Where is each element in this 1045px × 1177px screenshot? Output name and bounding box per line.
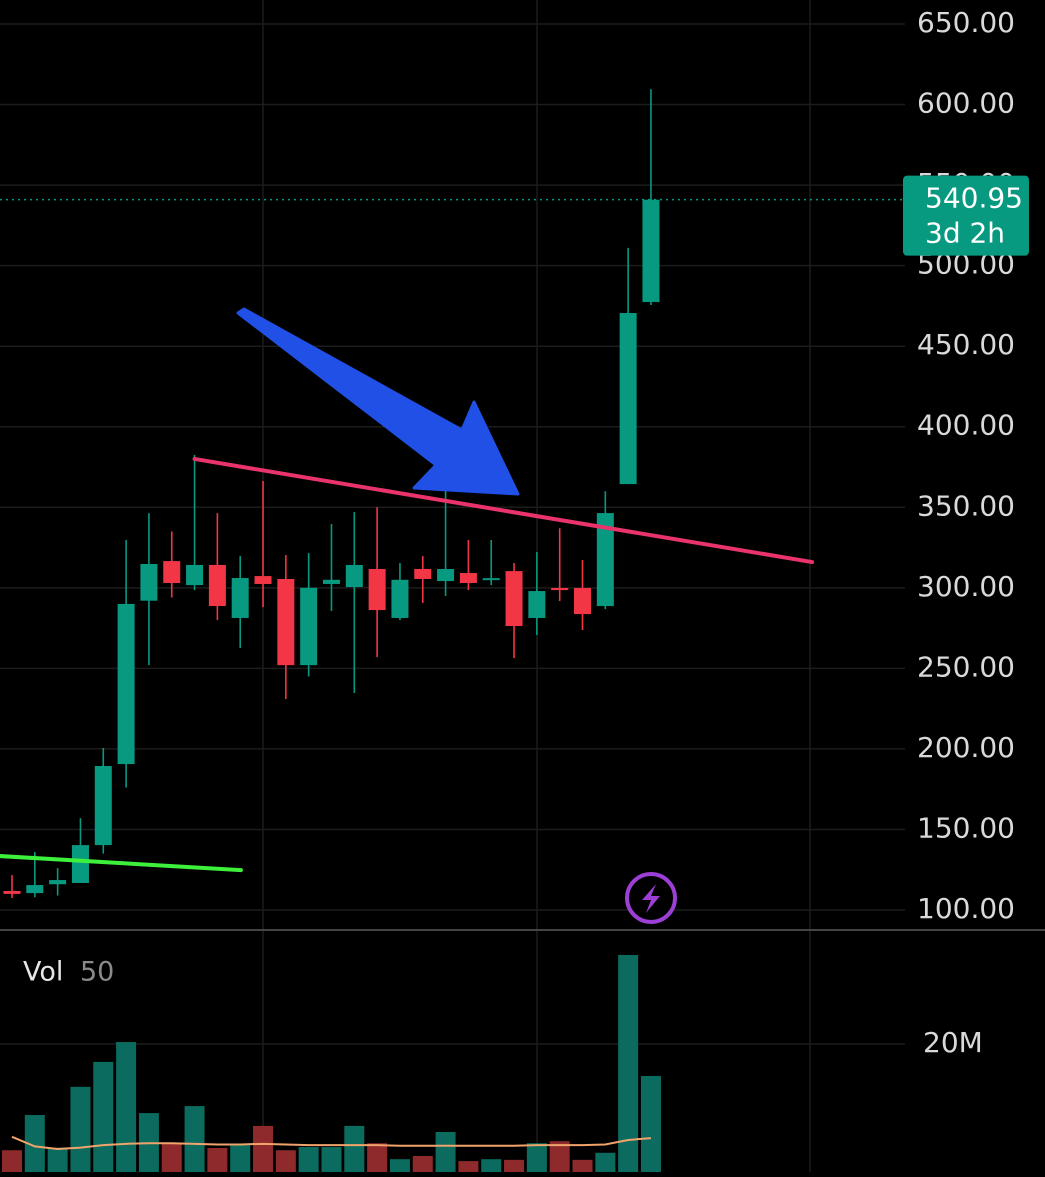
volume-bar (321, 1147, 342, 1172)
candle-body (596, 513, 614, 607)
last-price-label: 540.95 (925, 182, 1023, 215)
candle-body (208, 564, 226, 607)
plot: 100.00 150.00 200.00 250.00 300.00 350.00 400.… (0, 6, 1029, 1172)
candle-body (71, 845, 89, 883)
candle-body (528, 591, 546, 618)
trendline (0, 854, 243, 873)
volume-bar (93, 1061, 114, 1172)
candle-body (49, 880, 67, 885)
y-tick-label: 100.00 (917, 892, 1015, 925)
candle-body (300, 587, 318, 666)
candle-body (254, 576, 272, 584)
candle-body (551, 587, 569, 591)
volume-bar (504, 1159, 525, 1172)
y-tick-label: 600.00 (917, 87, 1015, 120)
volume-bar (458, 1161, 479, 1172)
volume-bar (275, 1150, 296, 1172)
candle-body (345, 564, 363, 588)
volume-ma-line (11, 1135, 652, 1150)
volume-bar (298, 1147, 319, 1172)
volume-bar (572, 1159, 593, 1172)
volume-bar (184, 1106, 205, 1172)
volume-bar (161, 1143, 182, 1172)
volume-label: Vol (23, 957, 63, 988)
volume-bar (412, 1155, 433, 1172)
volume-bar (47, 1147, 68, 1172)
volume-bar (481, 1159, 502, 1172)
last-price-badge (903, 175, 1029, 256)
volume-tick-label: 20M (923, 1026, 983, 1059)
y-tick-label: 350.00 (917, 489, 1015, 522)
volume-bar (389, 1159, 410, 1172)
annotation-arrow (236, 307, 520, 496)
candle-body (94, 766, 112, 846)
candle-body (368, 568, 386, 611)
volume-bar (526, 1143, 547, 1172)
volume-bar (640, 1075, 661, 1172)
candle-body (391, 579, 409, 618)
icon-bolt (642, 884, 660, 913)
volume-bar (24, 1115, 45, 1172)
volume-bar (549, 1141, 570, 1172)
volume-length: 50 (80, 957, 114, 988)
volume-bar (230, 1145, 251, 1172)
y-tick-label: 250.00 (917, 650, 1015, 683)
candle-body (26, 885, 44, 894)
volume-bar (70, 1086, 91, 1172)
candle-body (3, 891, 21, 894)
candle-body (322, 579, 340, 584)
volume-bar (116, 1042, 137, 1172)
volume-bar (2, 1150, 22, 1172)
candle-body (619, 313, 637, 485)
volume-bar (253, 1125, 274, 1172)
volume-bar (344, 1125, 365, 1172)
y-tick-label: 400.00 (917, 409, 1015, 442)
candle-body (459, 573, 477, 584)
candle-body (642, 199, 660, 303)
volume-bar (618, 954, 639, 1172)
y-tick-label: 200.00 (917, 731, 1015, 764)
candle-body (140, 563, 158, 601)
lightning-icon[interactable] (625, 872, 677, 924)
y-tick-label: 450.00 (917, 328, 1015, 361)
y-tick-label: 300.00 (917, 570, 1015, 603)
candle-body (277, 578, 295, 666)
trendline (192, 456, 815, 565)
volume-bar (595, 1152, 616, 1172)
candle-body (574, 587, 591, 615)
volume-bar (207, 1147, 228, 1172)
candle-body (163, 561, 181, 584)
volume-bar (367, 1143, 388, 1172)
y-tick-label: 150.00 (917, 811, 1015, 844)
y-tick-label: 650.00 (917, 6, 1015, 39)
volume-bar (435, 1131, 456, 1172)
countdown-label: 3d 2h (925, 217, 1005, 250)
candle-body (186, 564, 204, 586)
candle-body (117, 603, 135, 765)
candle-body (482, 578, 500, 581)
candle-body (231, 578, 249, 618)
candle-body (414, 568, 432, 579)
candle-body (505, 571, 523, 627)
candle-body (437, 568, 455, 582)
